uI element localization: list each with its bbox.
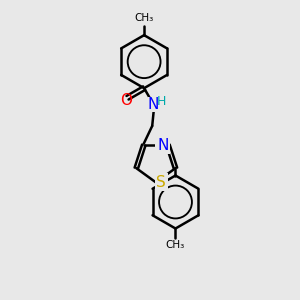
- Text: N: N: [148, 97, 159, 112]
- Text: CH₃: CH₃: [166, 240, 185, 250]
- Text: S: S: [156, 175, 166, 190]
- Text: N: N: [157, 138, 168, 153]
- Text: H: H: [157, 95, 167, 108]
- Text: CH₃: CH₃: [134, 14, 154, 23]
- Text: O: O: [120, 93, 132, 108]
